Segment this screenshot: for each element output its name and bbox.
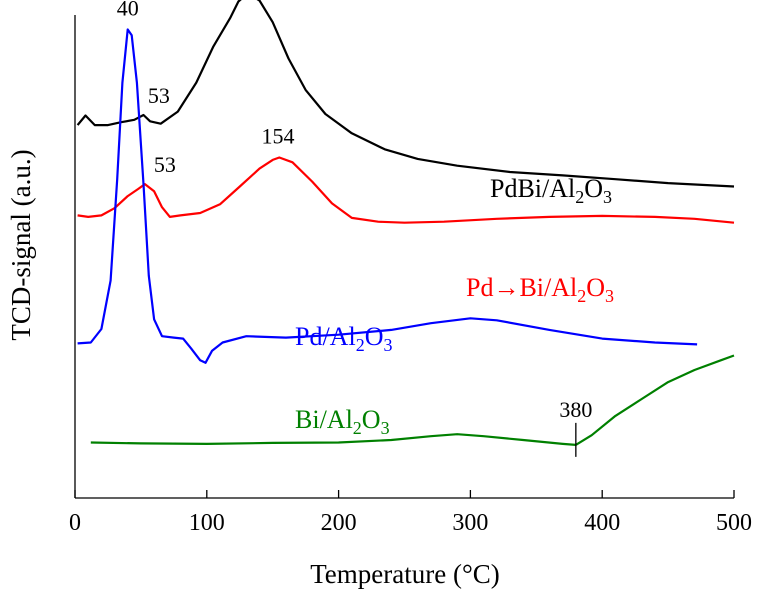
peak-label: 53: [154, 152, 176, 177]
series-label-4: Bi/Al2O3: [295, 405, 390, 438]
y-axis-title: TCD-signal (a.u.): [6, 149, 36, 340]
x-tick-label: 0: [69, 510, 81, 536]
x-tick-label: 500: [716, 510, 752, 536]
series-line-4: [90, 354, 735, 446]
x-tick-label: 100: [189, 510, 225, 536]
series-line-2: [77, 156, 735, 224]
peak-label: 380: [559, 397, 592, 422]
series-line-3: [77, 28, 698, 364]
peak-label: 40: [117, 0, 139, 20]
series-label-3: Pd/Al2O3: [295, 322, 392, 355]
axis-layer: Temperature (°C) TCD-signal (a.u.) 0 100 2…: [6, 15, 752, 589]
series-label-1: PdBi/Al2O3: [490, 174, 612, 207]
label-layer: 53131PdBi/Al2O353154Pd→Bi/Al2O340Pd/Al2O…: [117, 0, 614, 457]
peak-label: 53: [148, 83, 170, 108]
x-tick-label: 300: [452, 510, 488, 536]
series-layer: [76, 0, 735, 446]
x-tick-label: 400: [584, 510, 620, 536]
x-tick-label: 200: [321, 510, 357, 536]
series-label-2: Pd→Bi/Al2O3: [466, 273, 614, 306]
series-line-1: [76, 0, 735, 188]
peak-label: 154: [261, 123, 294, 148]
x-axis-title: Temperature (°C): [310, 559, 500, 589]
